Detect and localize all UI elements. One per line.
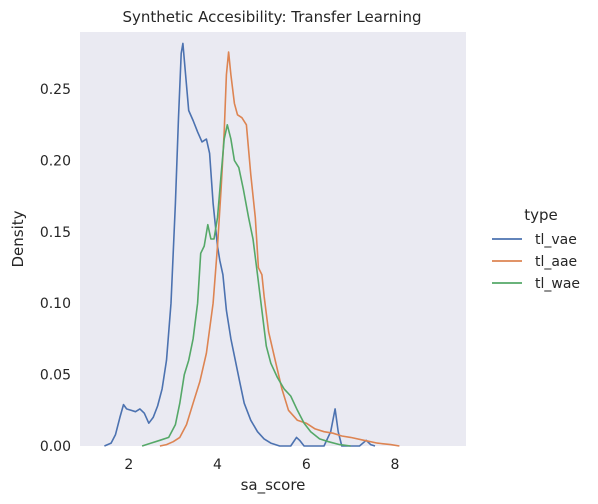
- legend-label: tl_wae: [535, 276, 580, 292]
- series-line-tl_vae: [104, 42, 376, 447]
- y-tick-label: 0.10: [40, 296, 71, 312]
- y-tick-label: 0.00: [40, 439, 71, 455]
- x-tick-label: 2: [124, 457, 133, 473]
- x-axis-label: sa_score: [241, 476, 306, 495]
- legend: type tl_vae tl_aae tl_wae: [492, 206, 580, 292]
- y-tick-labels: 0.00 0.05 0.10 0.15 0.20 0.25: [40, 82, 71, 455]
- legend-item-tl_aae: tl_aae: [492, 254, 577, 270]
- legend-items: tl_vae tl_aae tl_wae: [492, 232, 580, 292]
- legend-label: tl_aae: [535, 254, 577, 270]
- chart-title: Synthetic Accesibility: Transfer Learnin…: [122, 8, 421, 26]
- y-tick-label: 0.15: [40, 225, 71, 241]
- y-tick-label: 0.20: [40, 154, 71, 170]
- series-lines: [104, 42, 400, 447]
- legend-item-tl_wae: tl_wae: [492, 276, 580, 292]
- y-tick-label: 0.25: [40, 82, 71, 98]
- x-tick-labels: 2 4 6 8: [124, 457, 399, 473]
- x-tick-label: 6: [302, 457, 311, 473]
- x-tick-label: 4: [213, 457, 222, 473]
- series-line-tl_wae: [141, 124, 351, 447]
- legend-title: type: [524, 206, 558, 224]
- y-axis-label: Density: [9, 210, 27, 267]
- x-tick-label: 8: [391, 457, 400, 473]
- series-line-tl_aae: [159, 51, 400, 447]
- legend-label: tl_vae: [535, 232, 577, 248]
- legend-item-tl_vae: tl_vae: [492, 232, 577, 248]
- y-tick-label: 0.05: [40, 368, 71, 384]
- plot-area: [80, 32, 466, 446]
